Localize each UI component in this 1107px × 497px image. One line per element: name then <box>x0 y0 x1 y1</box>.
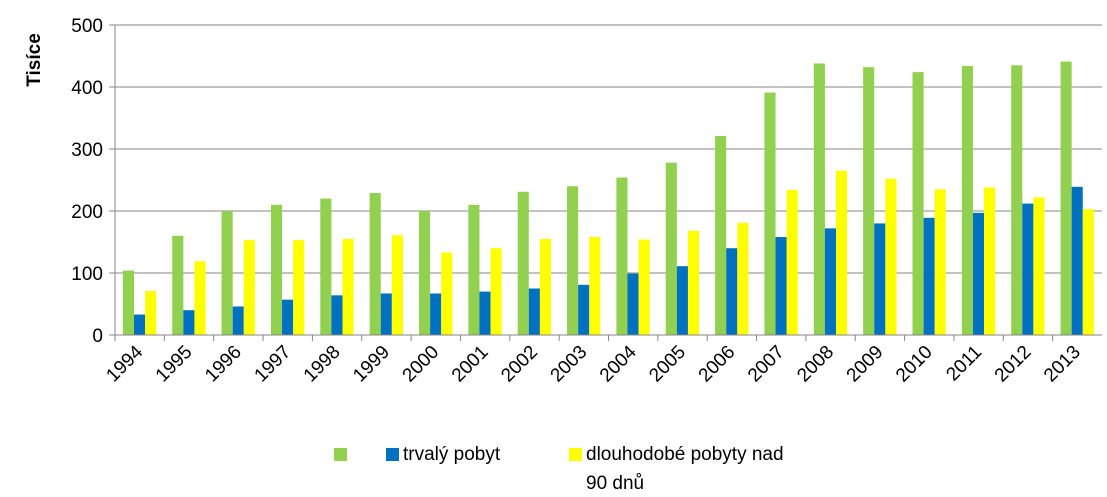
bar <box>194 261 206 335</box>
bar <box>243 240 255 335</box>
bar <box>961 65 973 336</box>
bar <box>183 310 195 335</box>
legend-label: trvalý pobyt <box>403 444 501 465</box>
bar <box>589 237 601 335</box>
bar <box>418 211 431 335</box>
y-tick-label: 300 <box>71 140 103 161</box>
y-tick-label: 0 <box>92 326 103 347</box>
x-tick-label: 2008 <box>793 342 838 387</box>
bar <box>786 189 798 335</box>
y-tick-label: 400 <box>71 78 103 99</box>
bar <box>912 72 924 336</box>
x-tick-label: 2000 <box>399 342 444 387</box>
x-tick-label: 1994 <box>102 341 147 386</box>
bar <box>133 314 146 335</box>
bar <box>923 217 935 335</box>
bar <box>1022 203 1034 335</box>
x-tick-label: 2001 <box>448 342 493 387</box>
bar <box>715 135 727 335</box>
bar <box>221 211 233 335</box>
bar <box>775 237 787 335</box>
x-tick-label: 2011 <box>942 342 986 386</box>
bar <box>984 187 996 335</box>
bar <box>270 204 283 335</box>
x-tick-label: 2003 <box>547 342 592 387</box>
bar <box>638 239 650 335</box>
bar <box>122 270 134 335</box>
y-tick-label: 200 <box>71 202 103 223</box>
bar <box>293 240 305 335</box>
bar <box>813 63 825 335</box>
x-tick-label: 2009 <box>843 342 888 387</box>
bar <box>380 293 392 335</box>
x-tick-label: 2012 <box>991 342 1036 387</box>
bar <box>764 92 776 335</box>
bar <box>342 238 354 335</box>
bar <box>479 291 491 335</box>
bar <box>616 177 628 335</box>
bar <box>441 252 453 335</box>
bar <box>665 162 677 335</box>
bar <box>145 290 157 335</box>
bar <box>737 222 749 335</box>
bar <box>836 170 848 335</box>
bar <box>172 235 184 335</box>
bar <box>934 189 946 335</box>
bar <box>490 248 502 335</box>
x-tick-label: 2005 <box>645 342 690 387</box>
bar <box>627 273 639 335</box>
bar <box>430 293 442 335</box>
bar <box>528 288 540 335</box>
x-tick-label: 2013 <box>1040 342 1085 387</box>
x-tick-label: 2006 <box>695 342 740 387</box>
bar <box>874 223 886 335</box>
bar <box>232 306 244 335</box>
x-tick-label: 1996 <box>201 342 246 387</box>
bar <box>567 186 579 335</box>
y-axis-label: Tisíce <box>24 33 45 87</box>
legend-swatch <box>334 448 347 461</box>
bar <box>391 235 403 335</box>
bar <box>1071 186 1083 335</box>
bar <box>1060 61 1072 336</box>
bar <box>539 238 552 335</box>
bar <box>517 191 529 335</box>
x-tick-label: 1999 <box>349 342 394 387</box>
x-tick-label: 1998 <box>300 342 345 387</box>
bar <box>885 178 897 335</box>
bar <box>331 295 343 335</box>
bar <box>1082 209 1094 335</box>
bar <box>468 204 480 335</box>
bar <box>369 193 381 335</box>
legend-label: dlouhodobé pobyty nad 90 dnů <box>586 444 784 494</box>
legend-swatch <box>386 448 399 461</box>
bar <box>282 299 294 335</box>
bar <box>1033 197 1045 335</box>
bar <box>726 248 738 335</box>
bar <box>972 212 985 335</box>
bar <box>578 284 590 335</box>
bar <box>863 67 875 335</box>
y-tick-label: 100 <box>71 264 103 285</box>
x-tick-label: 2004 <box>596 341 641 386</box>
x-tick-label: 2010 <box>892 342 937 387</box>
bar <box>320 198 332 335</box>
y-tick-label: 500 <box>71 16 103 37</box>
legend-swatch <box>569 448 582 461</box>
bar <box>824 228 837 335</box>
x-tick-label: 1995 <box>152 342 197 387</box>
x-tick-label: 2002 <box>497 342 542 387</box>
bar <box>687 230 700 335</box>
bar <box>676 266 688 335</box>
x-tick-label: 2007 <box>744 342 789 387</box>
bar <box>1011 65 1023 336</box>
x-tick-label: 1997 <box>251 342 296 387</box>
